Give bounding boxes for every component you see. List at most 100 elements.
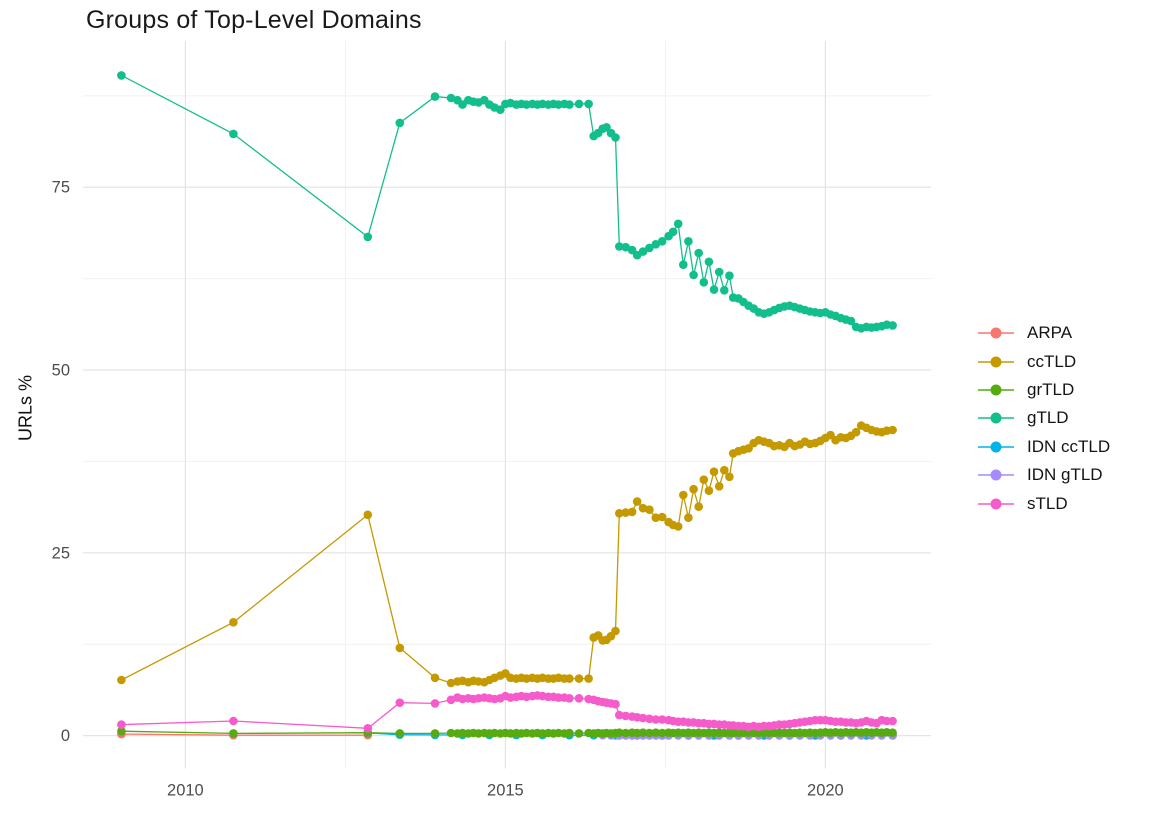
data-point-sTLD	[611, 699, 620, 709]
data-point-sTLD	[565, 694, 574, 703]
data-point-ccTLD	[395, 643, 405, 653]
legend-item-label: ARPA	[1027, 323, 1073, 343]
data-point-sTLD	[651, 715, 661, 724]
data-point-gTLD	[565, 100, 574, 109]
data-point-grTLD	[615, 728, 624, 737]
data-point-ccTLD	[684, 513, 693, 522]
x-tick-label: 2020	[807, 782, 844, 800]
legend-key-icon	[978, 384, 1014, 396]
data-point-sTLD	[888, 716, 897, 726]
data-point-gTLD	[720, 286, 729, 295]
data-point-ccTLD	[229, 618, 238, 627]
data-point-ccTLD	[645, 505, 654, 514]
data-point-gTLD	[430, 92, 440, 101]
data-point-sTLD	[638, 713, 648, 723]
data-point-grTLD	[651, 728, 661, 737]
data-point-gTLD	[709, 285, 719, 294]
y-tick-label: 25	[52, 544, 70, 562]
data-point-sTLD	[645, 714, 654, 724]
data-point-gTLD	[117, 71, 126, 80]
data-point-gTLD	[673, 219, 683, 229]
data-point-ccTLD	[565, 674, 574, 683]
data-point-grTLD	[638, 728, 648, 737]
legend-key-icon	[978, 327, 1014, 339]
data-point-gTLD	[611, 133, 620, 142]
data-point-gTLD	[888, 321, 897, 330]
data-point-grTLD	[446, 728, 456, 738]
legend-item-label: gTLD	[1027, 408, 1069, 428]
data-point-ccTLD	[632, 497, 642, 506]
legend-key-icon	[978, 441, 1014, 453]
legend-item-cctld: ccTLD	[976, 347, 1110, 375]
data-point-gTLD	[496, 105, 505, 114]
data-point-ccTLD	[704, 486, 714, 496]
x-tick-label: 2010	[167, 782, 204, 800]
data-point-grTLD	[430, 729, 440, 738]
data-point-gTLD	[684, 237, 693, 246]
data-point-gTLD	[704, 257, 714, 267]
data-point-gTLD	[668, 227, 678, 237]
data-point-grTLD	[621, 728, 630, 738]
data-point-grTLD	[117, 726, 126, 736]
data-point-ccTLD	[615, 509, 624, 518]
data-point-grTLD	[574, 729, 584, 738]
y-tick-label: 0	[61, 727, 70, 745]
data-point-ccTLD	[363, 510, 373, 520]
legend-key-icon	[978, 469, 1014, 481]
legend-item-label: IDN ccTLD	[1027, 436, 1111, 456]
data-point-gTLD	[651, 240, 661, 249]
data-point-ccTLD	[584, 674, 593, 683]
data-point-ccTLD	[709, 467, 719, 477]
data-point-gTLD	[615, 242, 624, 251]
legend-key-icon	[978, 356, 1014, 368]
data-point-ccTLD	[888, 425, 897, 435]
data-point-gTLD	[846, 316, 856, 326]
data-point-sTLD	[117, 720, 126, 729]
legend-item-arpa: ARPA	[976, 319, 1110, 347]
y-tick-label: 75	[52, 179, 70, 197]
data-point-sTLD	[574, 694, 584, 703]
legend: ARPA ccTLD grTLD gTLD IDN ccTLD IDN gTLD…	[976, 319, 1110, 518]
data-point-gTLD	[363, 232, 373, 242]
data-point-grTLD	[657, 728, 667, 738]
data-point-gTLD	[694, 248, 703, 258]
legend-key-icon	[978, 498, 1014, 510]
data-point-ccTLD	[621, 508, 630, 517]
data-point-gTLD	[657, 237, 667, 246]
data-point-ccTLD	[851, 427, 861, 437]
legend-key-icon	[978, 412, 1014, 424]
data-point-ccTLD	[651, 513, 661, 522]
legend-item-label: grTLD	[1027, 379, 1075, 399]
data-point-gTLD	[645, 243, 654, 253]
legend-item-idn-gtld: IDN gTLD	[976, 461, 1110, 489]
data-point-ccTLD	[699, 475, 709, 485]
data-point-grTLD	[395, 729, 405, 738]
data-point-ccTLD	[657, 512, 667, 522]
data-point-gTLD	[395, 118, 405, 128]
data-point-ccTLD	[430, 673, 440, 683]
data-point-sTLD	[363, 724, 373, 733]
data-point-ccTLD	[611, 626, 620, 636]
legend-item-label: ccTLD	[1027, 351, 1077, 371]
data-point-grTLD	[565, 728, 574, 738]
legend-item-grtld: grTLD	[976, 376, 1110, 404]
chart-title: Groups of Top-Level Domains	[86, 6, 422, 34]
data-point-ccTLD	[725, 472, 734, 482]
data-point-ccTLD	[720, 465, 729, 475]
data-point-gTLD	[574, 99, 584, 109]
data-point-ccTLD	[689, 484, 698, 494]
data-point-gTLD	[714, 267, 724, 277]
data-point-gTLD	[679, 260, 688, 270]
data-point-sTLD	[229, 716, 238, 726]
y-tick-label: 50	[52, 362, 70, 380]
data-point-gTLD	[699, 278, 709, 287]
data-point-gTLD	[725, 271, 734, 281]
y-axis-title: URLs %	[15, 374, 36, 442]
legend-item-gtld: gTLD	[976, 404, 1110, 432]
data-point-gTLD	[584, 99, 593, 109]
data-point-grTLD	[229, 729, 238, 738]
legend-item-label: IDN gTLD	[1027, 465, 1103, 485]
data-point-sTLD	[657, 715, 667, 724]
data-point-ccTLD	[714, 482, 724, 491]
